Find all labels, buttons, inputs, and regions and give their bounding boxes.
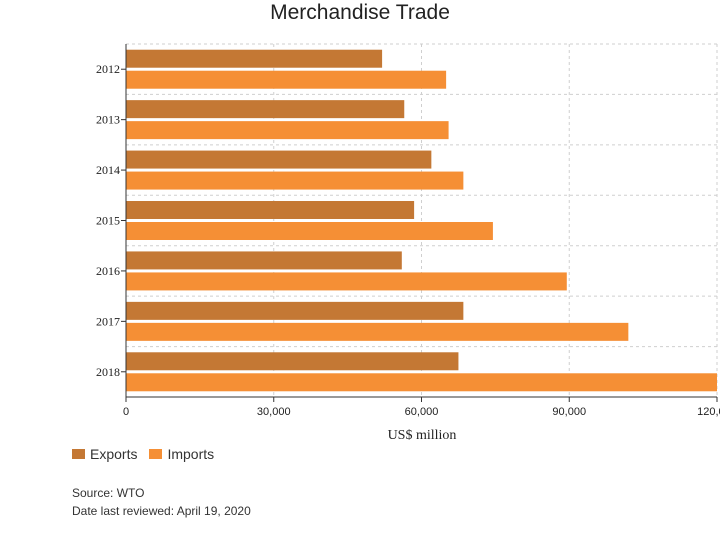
x-tick-labels: 0 30,000 60,000 90,000 120,000 (123, 406, 720, 418)
x-axis-label: US$ million (388, 428, 457, 443)
y-tick-label-2016: 2016 (96, 264, 120, 278)
bar-exports-2012[interactable] (126, 49, 383, 68)
y-tick-label-2015: 2015 (96, 214, 120, 228)
y-tick-label-2014: 2014 (96, 163, 120, 177)
legend: Exports Imports (72, 446, 214, 462)
x-tick-label-0: 0 (123, 406, 129, 418)
bar-exports-2018[interactable] (126, 352, 459, 371)
y-tick-label-2012: 2012 (96, 62, 120, 76)
bar-imports-2016[interactable] (126, 272, 567, 291)
legend-item-exports[interactable]: Exports (72, 446, 137, 462)
bar-imports-2013[interactable] (126, 121, 449, 140)
source-note: Source: WTO (72, 486, 145, 500)
bar-exports-2017[interactable] (126, 301, 464, 320)
bar-imports-2012[interactable] (126, 70, 447, 89)
bar-imports-2017[interactable] (126, 322, 629, 341)
bar-exports-2014[interactable] (126, 150, 432, 169)
bar-imports-2014[interactable] (126, 171, 464, 190)
y-tick-label-2017: 2017 (96, 314, 120, 328)
x-tick-label-90000: 90,000 (552, 406, 586, 418)
legend-item-imports[interactable]: Imports (149, 446, 214, 462)
bar-exports-2015[interactable] (126, 201, 415, 219)
bar-exports-2016[interactable] (126, 251, 402, 270)
y-tick-label-2013: 2013 (96, 113, 120, 127)
axes (121, 44, 718, 402)
chart-title: Merchandise Trade (270, 1, 450, 24)
reviewed-note: Date last reviewed: April 19, 2020 (72, 504, 251, 518)
bar-imports-2015[interactable] (126, 222, 493, 240)
bar-exports-2013[interactable] (126, 100, 405, 119)
grid-lines (126, 43, 718, 398)
x-tick-label-120000: 120,000 (697, 406, 720, 418)
y-tick-label-2018: 2018 (96, 365, 120, 379)
bar-imports-2018[interactable] (126, 373, 717, 392)
legend-label-imports: Imports (167, 446, 215, 462)
legend-swatch-exports (72, 449, 85, 459)
bars (126, 49, 717, 392)
legend-swatch-imports (149, 449, 163, 459)
legend-label-exports: Exports (90, 446, 138, 462)
x-tick-label-60000: 60,000 (405, 406, 439, 418)
x-tick-label-30000: 30,000 (257, 406, 291, 418)
y-tick-labels: 2012 2013 2014 2015 2016 2017 2018 (96, 62, 120, 379)
